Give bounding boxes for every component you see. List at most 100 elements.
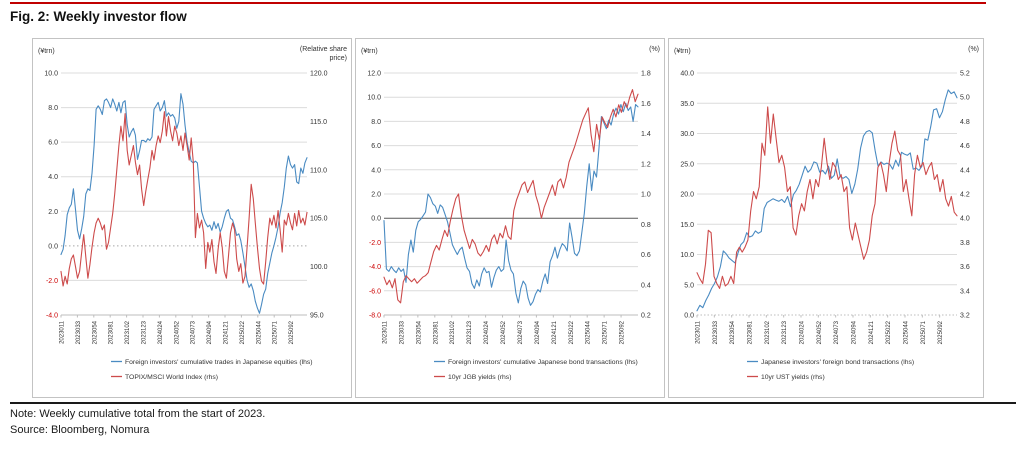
x-axis-tick-label: 2025071 — [273, 320, 279, 344]
left-axis-tick-label: 5.0 — [684, 282, 694, 289]
series-line-red — [60, 111, 308, 287]
left-axis-unit-label: (¥trn) — [674, 48, 691, 55]
right-axis-tick-label: 4.8 — [960, 119, 970, 126]
x-axis-tick-label: 2023054 — [730, 320, 736, 344]
x-axis-tick-label: 2024094 — [535, 320, 541, 344]
figure-source: Source: Bloomberg, Nomura — [10, 424, 150, 436]
x-axis-tick-label: 2024052 — [501, 320, 507, 344]
x-axis-tick-label: 2025092 — [289, 320, 295, 344]
right-axis-tick-label: 0.4 — [641, 282, 651, 289]
right-axis-tick-label: 3.4 — [960, 288, 970, 295]
right-axis-tick-label: 5.2 — [960, 71, 970, 78]
x-axis-tick-label: 2024073 — [834, 320, 840, 344]
left-axis-tick-label: -2.0 — [46, 278, 58, 285]
x-axis-tick-label: 2024073 — [191, 320, 197, 344]
legend-label: Japanese investors' foreign bond transac… — [761, 359, 914, 366]
right-axis-unit-label: (Relative share — [300, 46, 347, 53]
x-axis-tick-label: 2024121 — [869, 320, 875, 344]
left-axis-tick-label: 10.0 — [680, 252, 694, 259]
left-axis-tick-label: 8.0 — [48, 105, 58, 112]
x-axis-tick-label: 2023123 — [467, 320, 473, 344]
series-line-red — [696, 106, 958, 289]
figure-title: Fig. 2: Weekly investor flow — [10, 9, 187, 24]
x-axis-tick-label: 2025071 — [603, 320, 609, 344]
x-axis-tick-label: 2024024 — [158, 320, 164, 344]
left-axis-tick-label: 6.0 — [371, 143, 381, 150]
x-axis-tick-label: 2024094 — [207, 320, 213, 344]
x-axis-tick-label: 2025092 — [938, 320, 944, 344]
figure-note: Note: Weekly cumulative total from the s… — [10, 408, 266, 420]
right-axis-tick-label: 4.2 — [960, 192, 970, 199]
left-axis-tick-label: 4.0 — [371, 167, 381, 174]
right-axis-unit-label: price) — [329, 55, 347, 62]
left-axis-tick-label: 2.0 — [48, 209, 58, 216]
x-axis-tick-label: 2023011 — [696, 320, 702, 344]
legend-label: 10yr UST yields (rhs) — [761, 374, 825, 381]
right-axis-tick-label: 120.0 — [310, 71, 328, 78]
top-accent-rule — [10, 2, 986, 4]
left-axis-tick-label: 0.0 — [684, 313, 694, 320]
x-axis-tick-label: 2024052 — [817, 320, 823, 344]
x-axis-tick-label: 2023102 — [125, 320, 131, 344]
x-axis-tick-label: 2023011 — [60, 320, 66, 344]
x-axis-tick-label: 2025092 — [620, 320, 626, 344]
x-axis-tick-label: 2023033 — [76, 320, 82, 344]
right-axis-tick-label: 1.4 — [641, 131, 651, 138]
left-axis-tick-label: -4.0 — [46, 313, 58, 320]
left-axis-unit-label: (¥trn) — [361, 48, 378, 55]
x-axis-tick-label: 2023123 — [142, 320, 148, 344]
left-axis-tick-label: 35.0 — [680, 101, 694, 108]
series-line-blue — [383, 102, 639, 306]
right-axis-tick-label: 100.0 — [310, 264, 328, 271]
left-axis-tick-label: 15.0 — [680, 222, 694, 229]
x-axis-tick-label: 2023102 — [450, 320, 456, 344]
right-axis-tick-label: 1.0 — [641, 192, 651, 199]
legend-label: Foreign investors' cumulative Japanese b… — [448, 359, 638, 366]
x-axis-tick-label: 2023054 — [416, 320, 422, 344]
left-axis-tick-label: 6.0 — [48, 140, 58, 147]
left-axis-tick-label: 10.0 — [44, 71, 58, 78]
x-axis-tick-label: 2024024 — [484, 320, 490, 344]
chart-panels-row: -4.0 -2.0 0.0 2.0 4.0 6.0 8.0 10.0 95.0 100.0 105.… — [32, 38, 984, 398]
right-axis-unit-label: (%) — [649, 46, 660, 53]
left-axis-tick-label: 8.0 — [371, 119, 381, 126]
x-axis-tick-label: 2025044 — [904, 320, 910, 344]
x-axis-tick-label: 2024094 — [852, 320, 858, 344]
left-axis-unit-label: (¥trn) — [38, 48, 55, 55]
x-axis-tick-label: 2025022 — [886, 320, 892, 344]
left-axis-tick-label: -2.0 — [369, 240, 381, 247]
left-axis-tick-label: -6.0 — [369, 288, 381, 295]
right-axis-tick-label: 4.4 — [960, 167, 970, 174]
x-axis-tick-label: 2023081 — [748, 320, 754, 344]
equity-flows-chart: -4.0 -2.0 0.0 2.0 4.0 6.0 8.0 10.0 95.0 100.0 105.… — [38, 46, 347, 381]
x-axis-tick-label: 2025022 — [240, 320, 246, 344]
series-line-red — [383, 89, 639, 304]
left-axis-tick-label: 12.0 — [367, 71, 381, 78]
right-axis-tick-label: 1.6 — [641, 101, 651, 108]
left-axis-tick-label: 25.0 — [680, 161, 694, 168]
left-axis-tick-label: 0.0 — [371, 216, 381, 223]
legend-label: TOPIX/MSCI World Index (rhs) — [125, 374, 218, 381]
x-axis-tick-label: 2023081 — [109, 320, 115, 344]
x-axis-tick-label: 2024024 — [800, 320, 806, 344]
x-axis-tick-label: 2024121 — [224, 320, 230, 344]
x-axis-tick-label: 2025071 — [921, 320, 927, 344]
right-axis-tick-label: 5.0 — [960, 95, 970, 102]
right-axis-tick-label: 3.8 — [960, 240, 970, 247]
left-axis-tick-label: 30.0 — [680, 131, 694, 138]
right-axis-tick-label: 3.6 — [960, 264, 970, 271]
right-axis-tick-label: 0.2 — [641, 313, 651, 320]
jgb-flows-chart: -8.0 -6.0 -4.0 -2.0 0.0 2.0 4.0 6.0 8.0 10.0 12.0 0… — [361, 46, 660, 381]
right-axis-tick-label: 1.8 — [641, 71, 651, 78]
right-axis-tick-label: 1.2 — [641, 161, 651, 168]
x-axis-tick-label: 2024121 — [552, 320, 558, 344]
x-axis-tick-label: 2025044 — [586, 320, 592, 344]
x-axis-tick-label: 2023033 — [399, 320, 405, 344]
right-axis-tick-label: 110.0 — [310, 167, 327, 174]
legend-label: 10yr JGB yields (rhs) — [448, 374, 511, 381]
left-axis-tick-label: 2.0 — [371, 192, 381, 199]
left-axis-tick-label: -4.0 — [369, 264, 381, 271]
left-axis-tick-label: -8.0 — [369, 313, 381, 320]
right-axis-tick-label: 0.8 — [641, 222, 651, 229]
